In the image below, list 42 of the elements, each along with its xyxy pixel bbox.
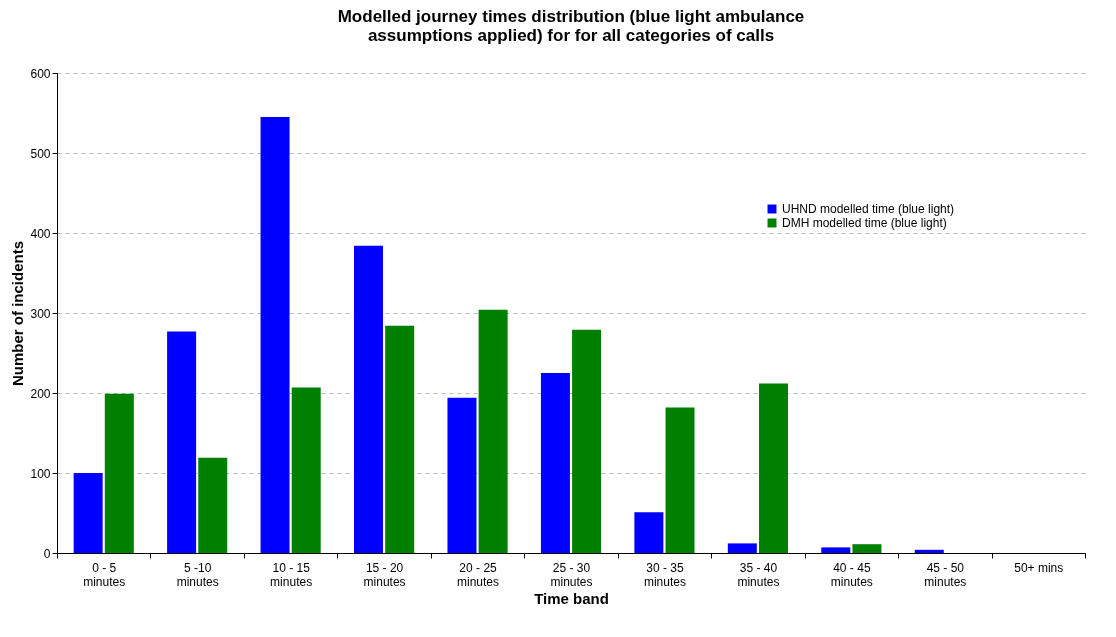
x-tick-label: 30 - 35 minutes — [643, 560, 686, 589]
bar — [291, 387, 321, 553]
x-tick-label: 15 - 20 minutes — [363, 560, 406, 589]
y-tick-label: 300 — [30, 306, 51, 321]
bar — [540, 373, 570, 553]
bar — [634, 512, 664, 553]
bar — [385, 325, 415, 553]
y-tick-label: 600 — [30, 66, 51, 81]
x-axis-title: Time band — [534, 589, 609, 607]
bar — [727, 543, 757, 553]
bar — [758, 383, 788, 553]
x-tick-label: 0 - 5 minutes — [83, 560, 126, 589]
legend-label: DMH modelled time (blue light) — [782, 216, 947, 230]
bar — [73, 473, 103, 553]
x-tick-label: 40 - 45 minutes — [830, 560, 873, 589]
x-tick-label: 35 - 40 minutes — [737, 560, 780, 589]
bar — [914, 549, 944, 553]
bar — [167, 331, 197, 553]
chart-title: Modelled journey times distribution (blue light ambulance assumptions applied) for for all categories of calls — [337, 7, 805, 45]
x-tick-label: 45 - 50 minutes — [924, 560, 967, 589]
bar — [260, 117, 290, 553]
bar — [354, 245, 384, 553]
bar — [852, 544, 882, 553]
bar — [665, 407, 695, 553]
y-tick-label: 400 — [30, 226, 51, 241]
y-tick-label: 200 — [30, 386, 51, 401]
bar — [447, 397, 477, 553]
bar — [104, 393, 134, 553]
x-tick-label: 5 -10 minutes — [176, 560, 219, 589]
y-axis-title: Number of incidents — [9, 240, 27, 387]
bar — [198, 457, 228, 553]
bar — [821, 547, 851, 553]
y-tick-label: 0 — [43, 546, 51, 561]
bar — [478, 309, 508, 553]
legend-label: UHND modelled time (blue light) — [782, 202, 955, 216]
x-tick-label: 50+ mins — [1014, 560, 1064, 575]
x-tick-label: 10 - 15 minutes — [270, 560, 313, 589]
x-tick-label: 25 - 30 minutes — [550, 560, 593, 589]
y-tick-label: 500 — [30, 146, 51, 161]
x-tick-label: 20 - 25 minutes — [457, 560, 500, 589]
y-tick-label: 100 — [30, 466, 51, 481]
bar — [572, 329, 602, 553]
